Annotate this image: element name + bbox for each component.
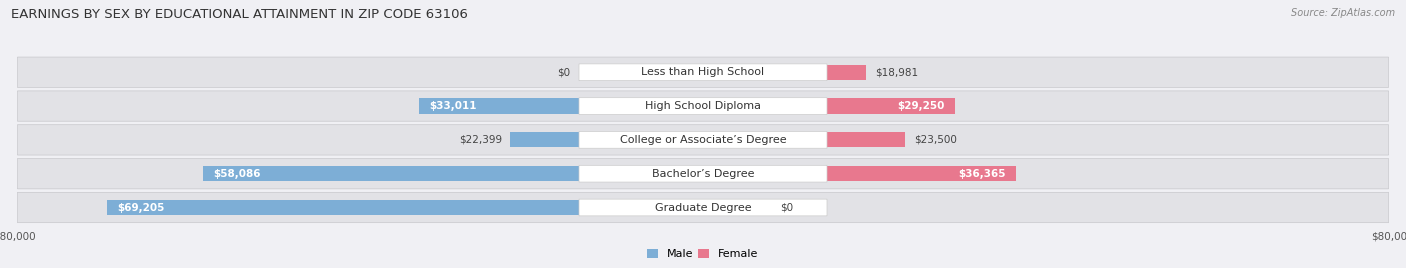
Text: Graduate Degree: Graduate Degree [655,203,751,213]
Text: Bachelor’s Degree: Bachelor’s Degree [652,169,754,179]
Bar [703,132,905,147]
FancyBboxPatch shape [17,158,1389,189]
Text: $69,205: $69,205 [117,203,165,213]
Text: $0: $0 [780,203,793,213]
FancyBboxPatch shape [579,132,827,148]
Legend: Male, Female: Male, Female [643,245,763,264]
FancyBboxPatch shape [17,57,1389,87]
Text: High School Diploma: High School Diploma [645,101,761,111]
Text: $36,365: $36,365 [959,169,1005,179]
Bar [703,200,772,215]
Text: $29,250: $29,250 [897,101,945,111]
FancyBboxPatch shape [579,165,827,182]
Bar [703,98,955,114]
FancyBboxPatch shape [17,192,1389,223]
Bar [419,98,703,114]
Text: $0: $0 [558,67,571,77]
Text: $23,500: $23,500 [914,135,956,145]
Bar [202,166,703,181]
Text: EARNINGS BY SEX BY EDUCATIONAL ATTAINMENT IN ZIP CODE 63106: EARNINGS BY SEX BY EDUCATIONAL ATTAINMEN… [11,8,468,21]
FancyBboxPatch shape [579,199,827,216]
Text: $18,981: $18,981 [875,67,918,77]
FancyBboxPatch shape [579,98,827,114]
Bar [703,65,866,80]
FancyBboxPatch shape [17,91,1389,121]
Bar [690,65,703,80]
Text: College or Associate’s Degree: College or Associate’s Degree [620,135,786,145]
Text: $58,086: $58,086 [214,169,260,179]
Text: Source: ZipAtlas.com: Source: ZipAtlas.com [1291,8,1395,18]
Text: $22,399: $22,399 [458,135,502,145]
Text: Less than High School: Less than High School [641,67,765,77]
Bar [703,166,1017,181]
Bar [107,200,703,215]
Text: $33,011: $33,011 [429,101,477,111]
FancyBboxPatch shape [17,125,1389,155]
FancyBboxPatch shape [579,64,827,81]
Bar [510,132,703,147]
